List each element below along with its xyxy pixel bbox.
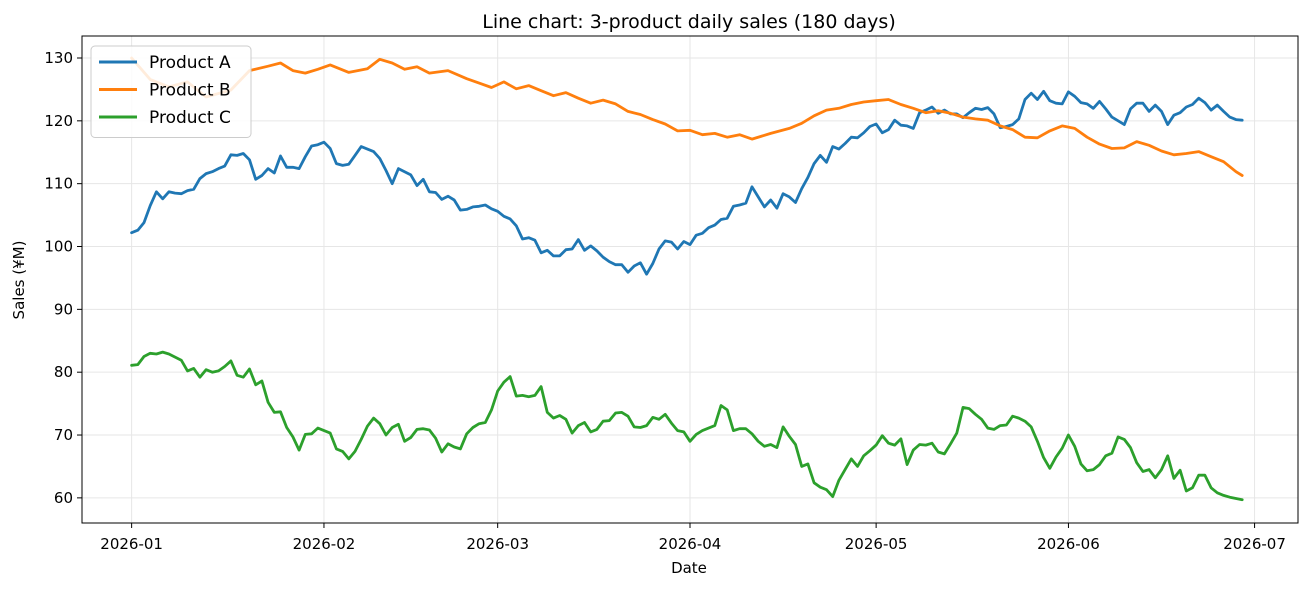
series-line-2 xyxy=(130,56,1244,177)
legend-label: Product B xyxy=(149,81,231,101)
y-tick-label: 120 xyxy=(44,112,73,130)
chart-title: Line chart: 3-product daily sales (180 d… xyxy=(482,11,896,33)
legend-label: Product A xyxy=(149,53,231,73)
axis-ticks: 60 70 80 90 100 110 120 130 2026-01 2026-02 2026-0… xyxy=(44,49,1286,553)
series-line-3 xyxy=(130,350,1244,502)
x-tick-label: 2026-02 xyxy=(293,535,356,553)
legend-label: Product C xyxy=(149,108,231,128)
x-axis-label: Date xyxy=(671,559,707,577)
x-tick-label: 2026-05 xyxy=(845,535,908,553)
x-tick-label: 2026-03 xyxy=(466,535,529,553)
y-tick-label: 60 xyxy=(54,489,73,507)
y-tick-label: 110 xyxy=(44,175,73,193)
legend: Product A Product B Product C xyxy=(90,45,252,138)
y-axis-label: Sales (¥M) xyxy=(10,241,28,320)
y-tick-label: 130 xyxy=(44,49,73,67)
y-tick-label: 100 xyxy=(44,238,73,256)
y-tick-label: 90 xyxy=(54,300,73,318)
y-tick-label: 80 xyxy=(54,363,73,381)
series-line-1 xyxy=(130,89,1244,276)
legend-box xyxy=(90,45,252,138)
x-tick-label: 2026-07 xyxy=(1223,535,1286,553)
series-lines xyxy=(130,56,1244,502)
y-tick-label: 70 xyxy=(54,426,73,444)
x-tick-label: 2026-04 xyxy=(659,535,722,553)
x-tick-label: 2026-01 xyxy=(100,535,163,553)
x-tick-label: 2026-06 xyxy=(1037,535,1100,553)
